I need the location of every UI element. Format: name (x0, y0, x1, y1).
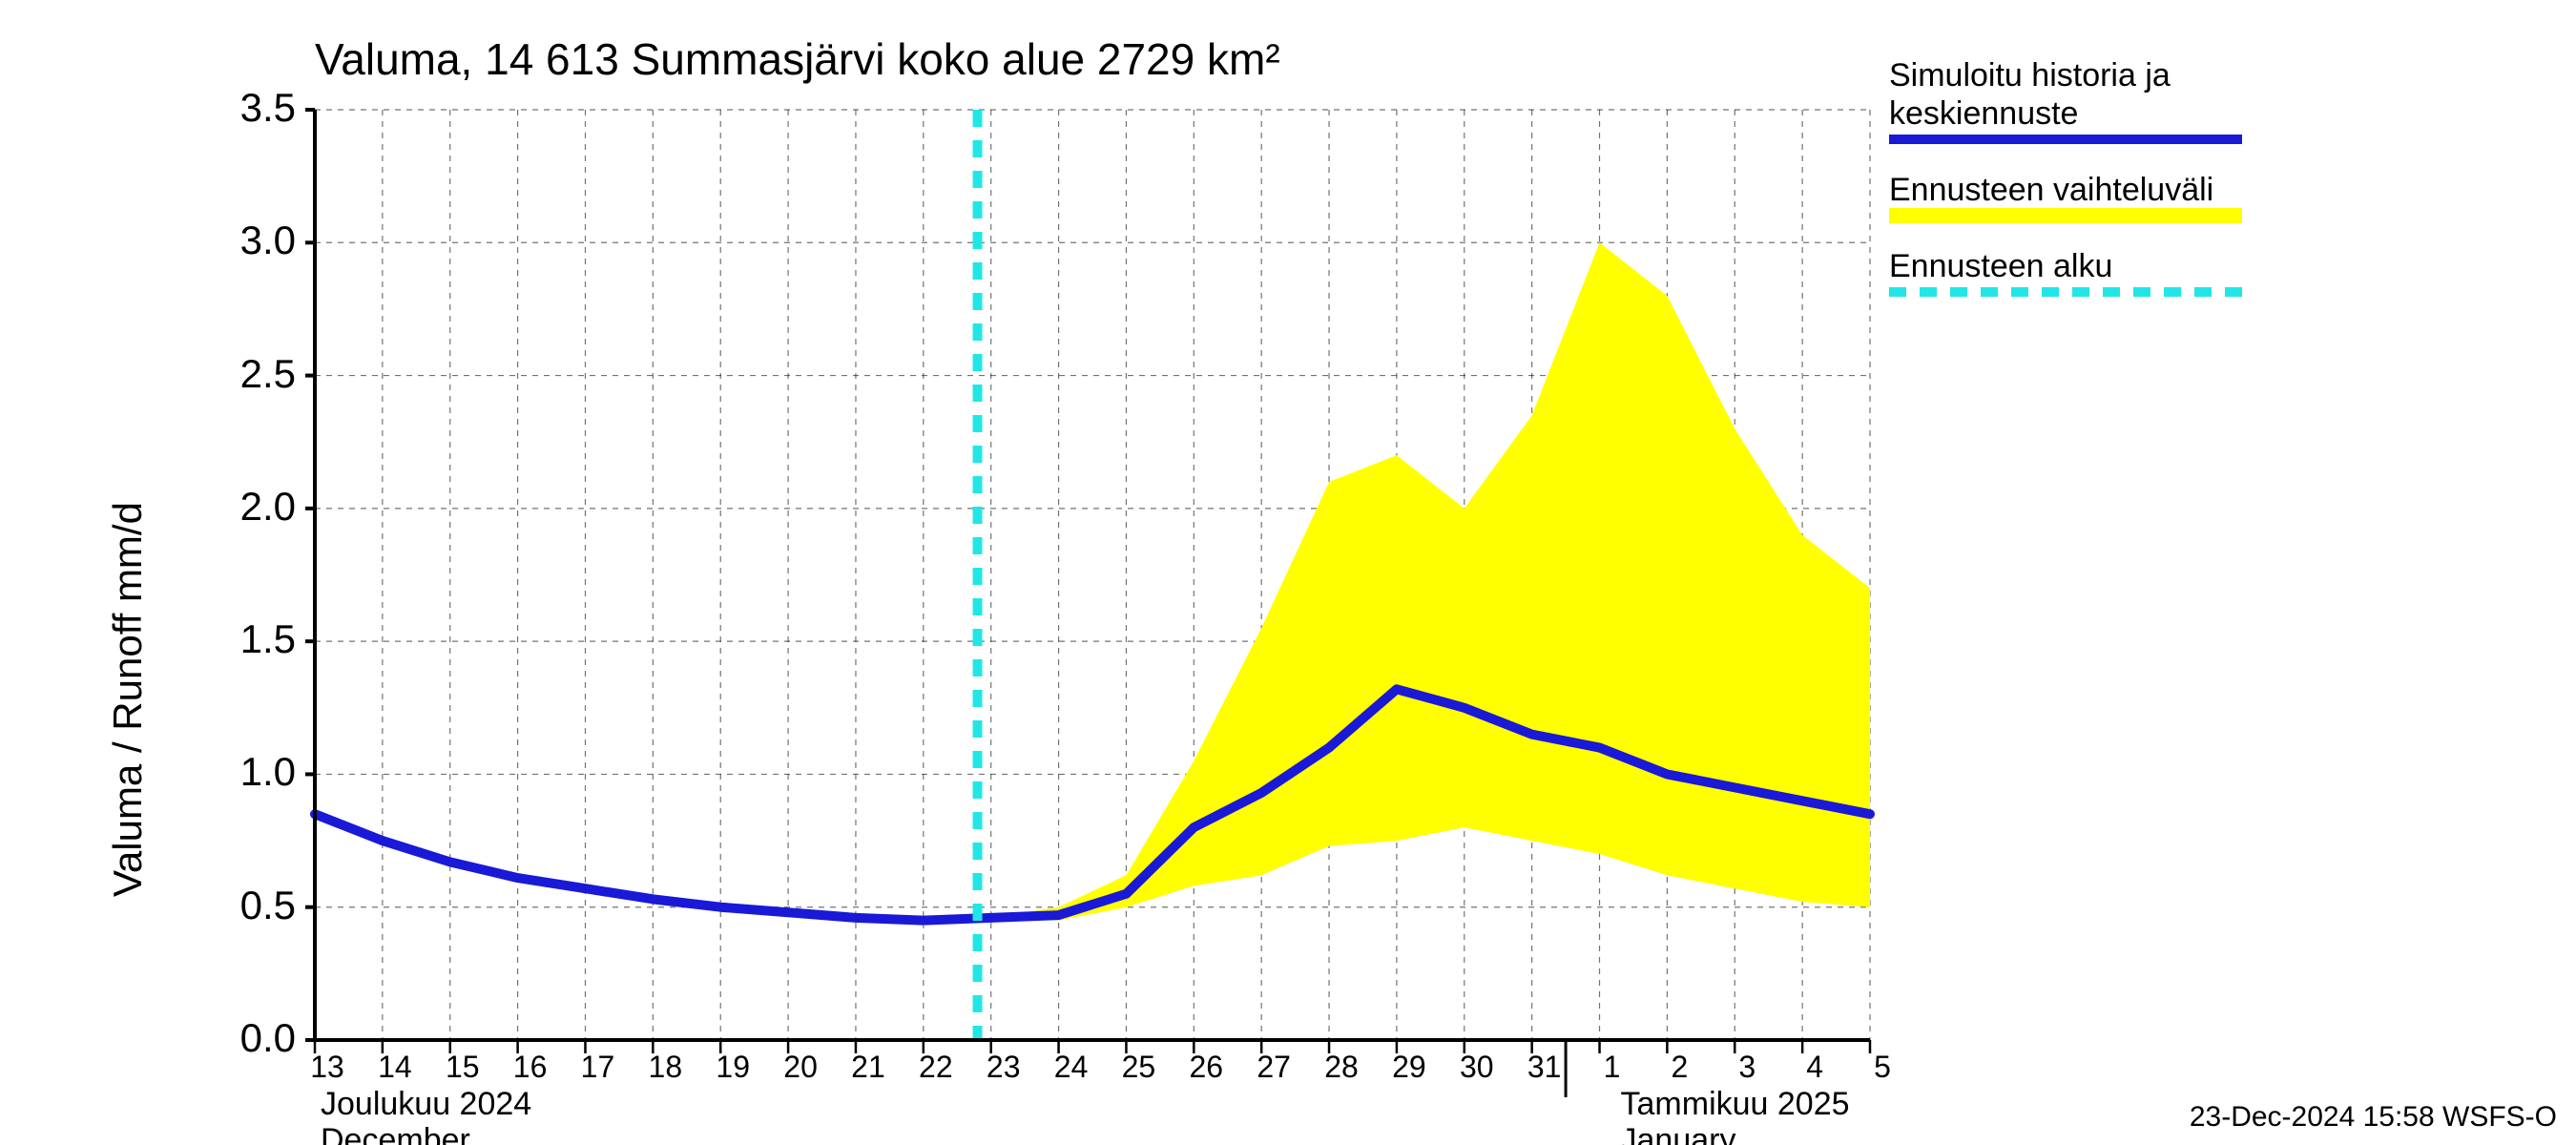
month-label: January (1621, 1122, 1736, 1145)
legend-label: Ennusteen vaihteluväli (1889, 172, 2213, 209)
x-tick-label: 15 (446, 1050, 480, 1085)
legend-label: Simuloitu historia ja (1889, 57, 2171, 94)
x-tick-label: 5 (1874, 1050, 1891, 1085)
x-tick-label: 1 (1604, 1050, 1621, 1085)
month-label: December (321, 1122, 470, 1145)
x-tick-label: 20 (783, 1050, 818, 1085)
y-tick-label: 0.5 (210, 883, 296, 928)
month-label: Tammikuu 2025 (1621, 1086, 1850, 1123)
y-tick-label: 3.0 (210, 218, 296, 263)
x-tick-label: 3 (1738, 1050, 1755, 1085)
y-tick-label: 1.5 (210, 616, 296, 662)
y-tick-label: 2.0 (210, 484, 296, 530)
month-label: Joulukuu 2024 (321, 1086, 531, 1123)
x-tick-label: 13 (310, 1050, 344, 1085)
chart-container: Valuma / Runoff mm/d Valuma, 14 613 Summ… (0, 0, 2576, 1145)
x-tick-label: 28 (1324, 1050, 1359, 1085)
x-tick-label: 19 (716, 1050, 750, 1085)
y-tick-label: 2.5 (210, 351, 296, 397)
x-tick-label: 4 (1806, 1050, 1823, 1085)
x-tick-label: 21 (851, 1050, 885, 1085)
x-tick-label: 23 (987, 1050, 1021, 1085)
y-tick-label: 1.0 (210, 749, 296, 795)
x-tick-label: 29 (1392, 1050, 1426, 1085)
legend-swatch (1889, 284, 2242, 303)
y-tick-label: 3.5 (210, 85, 296, 131)
x-tick-label: 24 (1054, 1050, 1089, 1085)
x-tick-label: 2 (1671, 1050, 1688, 1085)
x-tick-label: 27 (1257, 1050, 1291, 1085)
x-tick-label: 30 (1460, 1050, 1494, 1085)
x-tick-label: 26 (1190, 1050, 1224, 1085)
legend-swatch (1889, 208, 2242, 227)
legend-label: Ennusteen alku (1889, 248, 2112, 285)
x-tick-label: 17 (581, 1050, 615, 1085)
footer-stamp: 23-Dec-2024 15:58 WSFS-O (2190, 1101, 2557, 1134)
x-tick-label: 25 (1122, 1050, 1156, 1085)
x-tick-label: 16 (513, 1050, 548, 1085)
x-tick-label: 14 (378, 1050, 412, 1085)
x-tick-label: 22 (919, 1050, 953, 1085)
y-tick-label: 0.0 (210, 1015, 296, 1061)
legend-label: keskiennuste (1889, 95, 2078, 133)
legend-swatch (1889, 132, 2242, 151)
x-tick-label: 31 (1527, 1050, 1562, 1085)
x-tick-label: 18 (649, 1050, 683, 1085)
